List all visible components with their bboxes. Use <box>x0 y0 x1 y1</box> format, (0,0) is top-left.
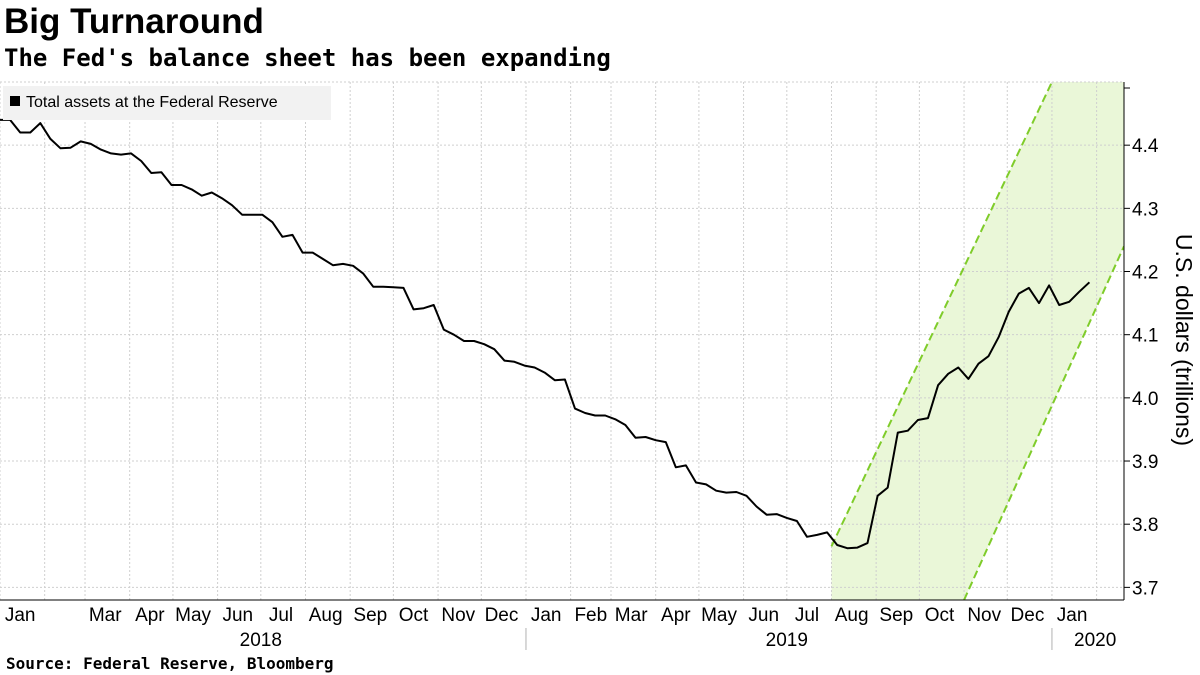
legend-box <box>3 86 331 120</box>
x-tick-label-year: 2019 <box>766 630 808 651</box>
x-tick-label-month: Apr <box>135 605 165 626</box>
y-tick-label: 3.7 <box>1132 578 1158 599</box>
x-tick-label-month: Oct <box>925 605 955 626</box>
x-tick-label-month: Jul <box>269 605 293 626</box>
x-tick-label-year: 2018 <box>240 630 282 651</box>
x-tick-label-month: Nov <box>441 605 475 626</box>
y-tick-label: 3.9 <box>1132 452 1158 473</box>
legend-swatch <box>10 96 20 106</box>
x-tick-label-month: May <box>701 605 737 626</box>
x-tick-label-month: Dec <box>1011 605 1045 626</box>
x-tick-label-month: Feb <box>574 605 607 626</box>
y-tick-label: 3.8 <box>1132 515 1158 536</box>
x-tick-label-month: Dec <box>485 605 519 626</box>
x-tick-label-month: Oct <box>399 605 429 626</box>
x-tick-label-month: Aug <box>309 605 343 626</box>
x-tick-label-month: Jun <box>748 605 779 626</box>
y-tick-label: 4.4 <box>1132 136 1159 157</box>
x-tick-label-month: Jun <box>222 605 253 626</box>
x-tick-label-month: Sep <box>879 605 913 626</box>
trend-band-upper-edge <box>830 82 1053 547</box>
x-tick-label-month: Jan <box>5 605 36 626</box>
x-tick-label-month: Jan <box>1057 605 1088 626</box>
y-axis-label: U.S. dollars (trillions) <box>1171 234 1197 446</box>
x-tick-label-month: Nov <box>967 605 1001 626</box>
series-line-total-assets <box>0 118 1091 550</box>
legend-label: Total assets at the Federal Reserve <box>26 94 278 111</box>
x-tick-label-month: Aug <box>835 605 869 626</box>
chart-title: Big Turnaround <box>4 2 264 41</box>
chart-subtitle: The Fed's balance sheet has been expandi… <box>4 44 611 72</box>
x-tick-label-month: Apr <box>661 605 691 626</box>
y-tick-label: 4.3 <box>1132 199 1158 220</box>
source-note: Source: Federal Reserve, Bloomberg <box>6 654 334 673</box>
x-tick-label-month: Jul <box>795 605 819 626</box>
y-tick-label: 4.0 <box>1132 389 1158 410</box>
x-tick-label-year: 2020 <box>1074 630 1116 651</box>
x-tick-label-month: Mar <box>89 605 122 626</box>
trend-band-lower-edge <box>963 245 1124 600</box>
x-tick-label-month: Sep <box>353 605 387 626</box>
x-tick-label-month: May <box>175 605 211 626</box>
y-tick-label: 4.1 <box>1132 326 1158 347</box>
x-tick-label-month: Mar <box>615 605 648 626</box>
x-tick-label-month: Jan <box>531 605 562 626</box>
trend-band <box>831 82 1124 600</box>
y-tick-label: 4.2 <box>1132 263 1158 284</box>
